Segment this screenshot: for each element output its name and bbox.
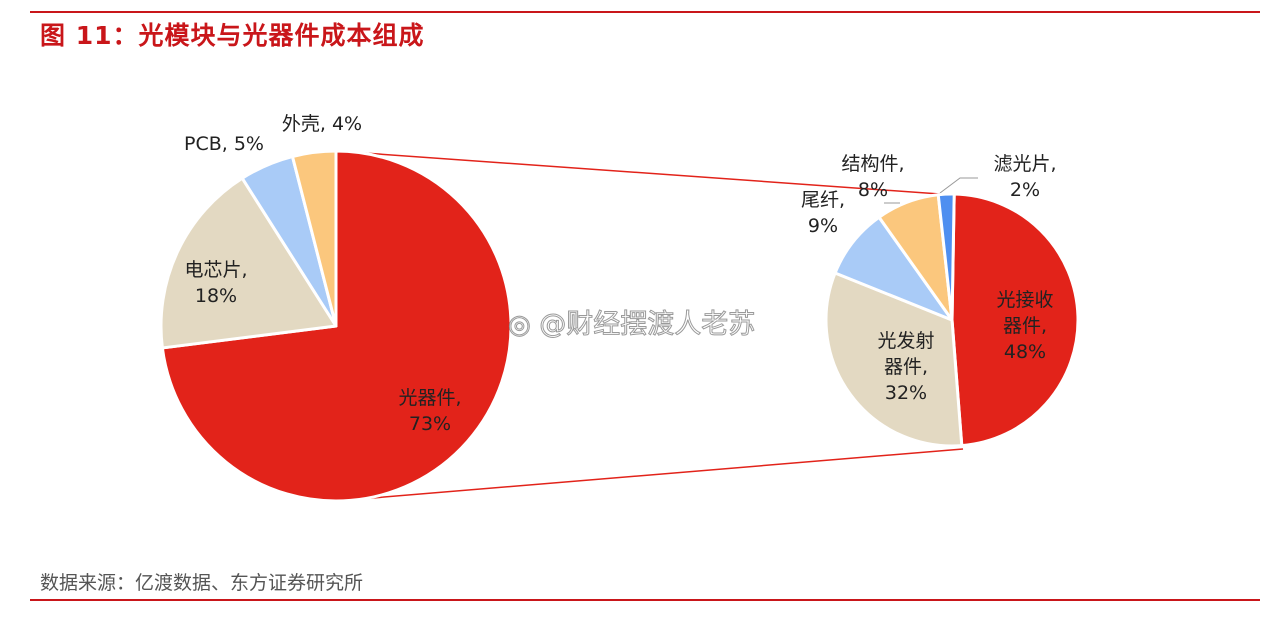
watermark: ◎ @财经摆渡人老苏 [508, 302, 756, 341]
breakdown-slice-1 [824, 271, 964, 448]
main-label-3: 外壳, 4% [282, 113, 362, 135]
connector-lines [335, 150, 978, 502]
labels-breakdown: 光接收器件, 48% 光发射器件, 32% 尾纤, 9%结构件, 8% 滤光片, 2% [801, 153, 1057, 404]
bottom-rule [30, 599, 1260, 601]
figure-title: 图 11：光模块与光器件成本组成 [40, 21, 425, 50]
main-label-1: 电芯片, 18% [184, 259, 247, 307]
breakdown-slice-0 [950, 192, 1080, 448]
breakdown-label-3: 结构件, 8% [841, 153, 904, 201]
breakdown-label-2: 尾纤, 9% [801, 189, 845, 237]
leader-line-filter [939, 177, 978, 194]
main-slice-1 [159, 176, 338, 350]
pie-main [159, 149, 513, 503]
watermark-text: @财经摆渡人老苏 [539, 309, 756, 341]
main-label-2: PCB, 5% [184, 133, 264, 155]
breakdown-label-0: 光接收器件, 48% [996, 289, 1053, 363]
connector-bottom [335, 448, 964, 502]
main-label-0: 光器件, 73% [398, 387, 461, 435]
breakdown-slice-4 [936, 192, 956, 322]
weibo-icon: ◎ [508, 310, 532, 341]
breakdown-label-1: 光发射器件, 32% [877, 330, 934, 404]
main-slice-3 [290, 149, 338, 328]
pie-breakdown [824, 192, 1080, 448]
breakdown-label-4: 滤光片, 2% [993, 153, 1056, 201]
connector-top [335, 150, 941, 195]
labels-main: 光器件, 73% 电芯片, 18% PCB, 5% 外壳, 4% [184, 113, 462, 435]
top-rule [30, 11, 1260, 13]
source-note: 数据来源：亿渡数据、东方证券研究所 [40, 572, 364, 594]
